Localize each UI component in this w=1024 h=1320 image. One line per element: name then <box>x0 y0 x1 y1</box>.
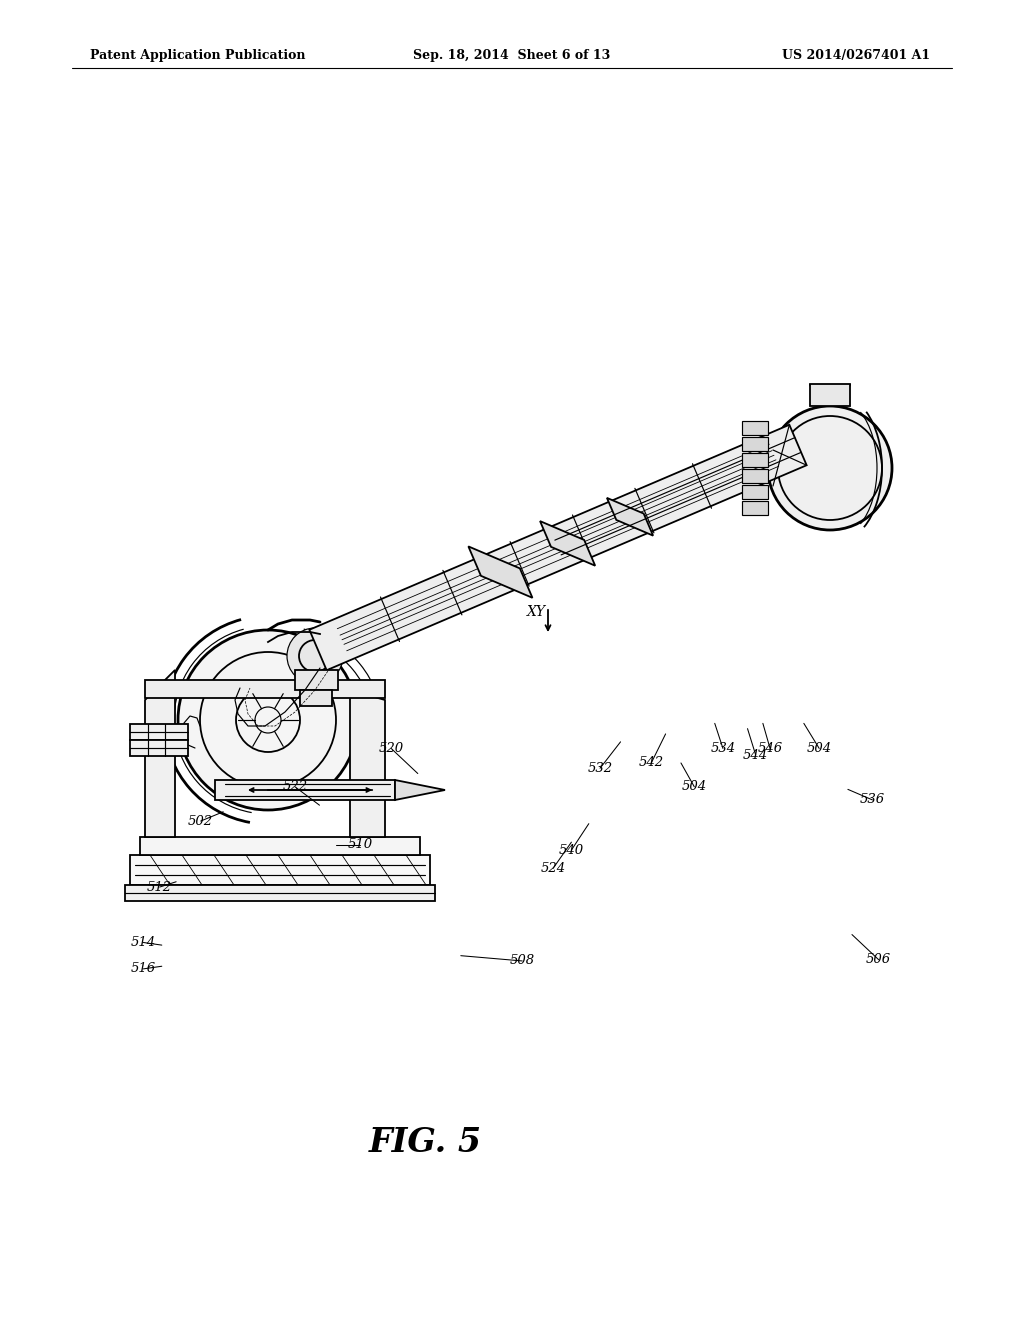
Polygon shape <box>125 884 435 902</box>
Polygon shape <box>468 546 532 598</box>
Polygon shape <box>215 780 395 800</box>
Text: 504: 504 <box>682 780 707 793</box>
Text: 536: 536 <box>860 793 885 807</box>
Polygon shape <box>350 690 385 837</box>
Polygon shape <box>742 502 768 515</box>
Text: US 2014/0267401 A1: US 2014/0267401 A1 <box>782 49 930 62</box>
Polygon shape <box>130 723 188 741</box>
Polygon shape <box>607 498 653 536</box>
Text: 514: 514 <box>131 936 156 949</box>
Circle shape <box>178 630 358 810</box>
Polygon shape <box>810 384 850 407</box>
Text: 524: 524 <box>541 862 565 875</box>
Polygon shape <box>742 469 768 483</box>
Polygon shape <box>395 780 445 800</box>
Text: 540: 540 <box>559 843 584 857</box>
Text: Sep. 18, 2014  Sheet 6 of 13: Sep. 18, 2014 Sheet 6 of 13 <box>414 49 610 62</box>
Text: 544: 544 <box>743 748 768 762</box>
Text: 516: 516 <box>131 962 156 975</box>
Polygon shape <box>130 741 188 756</box>
Polygon shape <box>130 855 430 884</box>
Polygon shape <box>140 837 420 855</box>
Polygon shape <box>742 421 768 436</box>
Text: XY: XY <box>526 605 546 619</box>
Polygon shape <box>742 484 768 499</box>
Text: 506: 506 <box>866 953 891 966</box>
Text: 512: 512 <box>147 880 172 894</box>
Text: 502: 502 <box>188 814 213 828</box>
Text: 508: 508 <box>510 954 535 968</box>
Text: 510: 510 <box>348 838 373 851</box>
Circle shape <box>768 407 892 531</box>
Text: 504: 504 <box>807 742 831 755</box>
Text: 542: 542 <box>639 756 664 770</box>
Text: 532: 532 <box>588 762 612 775</box>
Text: 534: 534 <box>711 742 735 755</box>
Text: Patent Application Publication: Patent Application Publication <box>90 49 305 62</box>
Circle shape <box>287 628 343 684</box>
Text: FIG. 5: FIG. 5 <box>369 1126 481 1159</box>
Polygon shape <box>145 671 175 837</box>
Polygon shape <box>742 453 768 467</box>
Polygon shape <box>145 680 385 698</box>
Polygon shape <box>295 671 338 690</box>
Text: 520: 520 <box>379 742 403 755</box>
Polygon shape <box>540 521 595 566</box>
Polygon shape <box>742 437 768 451</box>
Polygon shape <box>300 690 332 706</box>
Text: 546: 546 <box>758 742 782 755</box>
Text: 522: 522 <box>283 780 307 793</box>
Polygon shape <box>309 425 807 671</box>
